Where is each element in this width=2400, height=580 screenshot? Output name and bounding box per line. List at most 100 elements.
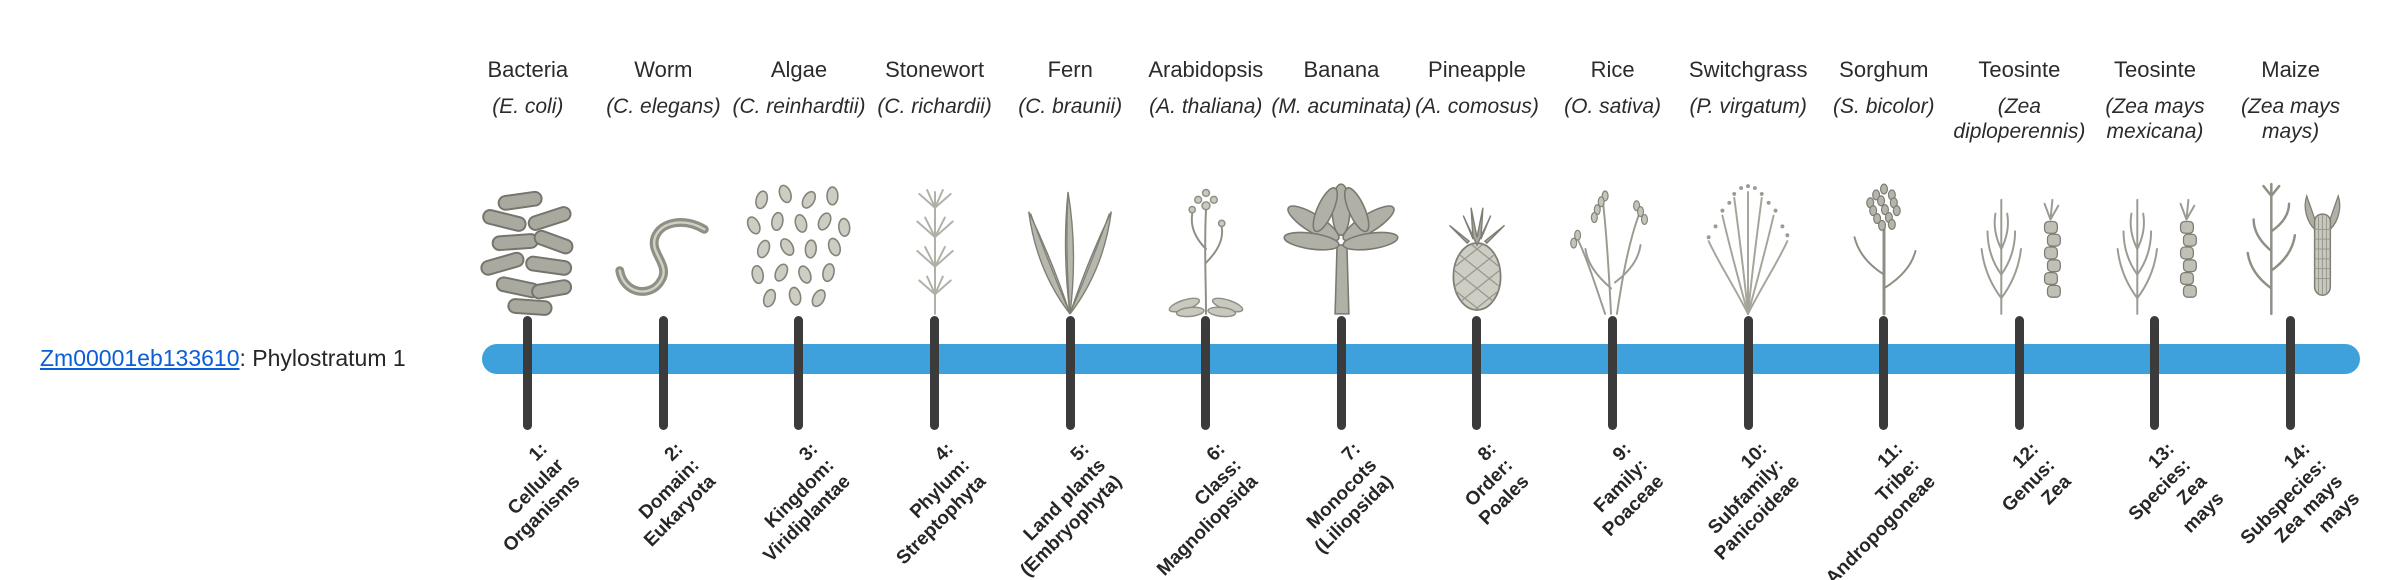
maize-icon xyxy=(2232,180,2350,318)
organism-header: Worm (C. elegans) xyxy=(592,56,736,119)
organism-header: Algae (C. reinhardtii) xyxy=(727,56,871,119)
organism-scientific-name: (M. acuminata) xyxy=(1271,94,1412,118)
organism-scientific-name: (P. virgatum) xyxy=(1689,94,1807,118)
organism-scientific-name: (Zea mays mexicana) xyxy=(2105,94,2205,144)
phylostratum-tick xyxy=(1608,316,1618,430)
phylostratum-tick xyxy=(1201,316,1211,430)
organism-common-name: Worm xyxy=(634,57,693,82)
organism-common-name: Pineapple xyxy=(1428,57,1526,82)
organism-column: Rice (O. sativa) 9: Family: Poaceae xyxy=(1545,0,1681,580)
organism-scientific-name: (C. richardii) xyxy=(877,94,992,118)
phylostratum-label: 2: Domain: Eukaryota xyxy=(634,438,720,552)
organism-header: Pineapple (A. comosus) xyxy=(1405,56,1549,119)
phylostratum-tick xyxy=(2150,316,2160,430)
phylostratum-label: 12: Genus: Zea xyxy=(1998,438,2076,517)
organism-column: Maize (Zea mays mays) 14: Subspecies: Ze… xyxy=(2223,0,2364,580)
phylostratum-tick xyxy=(1065,316,1075,430)
worm-icon xyxy=(604,180,722,318)
phylostratum-tick xyxy=(2286,316,2296,430)
organism-common-name: Maize xyxy=(2261,57,2320,82)
phylostratum-tick xyxy=(930,316,940,430)
organism-column: Stonewort (C. richardii) 4: Phylum: Stre… xyxy=(867,0,1003,580)
gene-label: Zm00001eb133610: Phylostratum 1 xyxy=(40,345,406,372)
phylostratum-label: 14: Subspecies: Zea mays mays xyxy=(2236,438,2364,550)
teosinte-icon xyxy=(1960,180,2078,318)
organism-scientific-name: (S. bicolor) xyxy=(1833,94,1935,118)
organism-scientific-name: (A. thaliana) xyxy=(1149,94,1263,118)
phylostratum-label: 3: Kingdom: Viridiplantae xyxy=(760,438,856,567)
organism-common-name: Teosinte xyxy=(2114,57,2196,82)
organism-scientific-name: (O. sativa) xyxy=(1564,94,1662,118)
organism-column: Arabidopsis (A. thaliana) 6: Class: Magn… xyxy=(1138,0,1274,580)
organism-header: Banana (M. acuminata) xyxy=(1270,56,1414,119)
organism-common-name: Stonewort xyxy=(885,57,985,82)
organism-column: Fern (C. braunii) 5: Land plants (Embryo… xyxy=(1002,0,1138,580)
phylostratum-label: 7: Monocots (Liliopsida) xyxy=(1303,438,1398,558)
organism-header: Teosinte (Zea mays mexicana) xyxy=(2083,56,2227,145)
phylostratum-label: 6: Class: Magnoliopsida xyxy=(1153,438,1263,580)
phylostratum-label: 10: Subfamily: Panicoideae xyxy=(1704,438,1805,565)
banana-icon xyxy=(1282,180,1400,318)
organism-column: Pineapple (A. comosus) 8: Order: Poales xyxy=(1409,0,1545,580)
algae-icon xyxy=(740,180,858,318)
teosinte-icon xyxy=(2096,180,2214,318)
organism-scientific-name: (C. reinhardtii) xyxy=(732,94,866,118)
phylostratum-tick xyxy=(2014,316,2024,430)
organism-column: Worm (C. elegans) 2: Domain: Eukaryota xyxy=(596,0,732,580)
phylostratum-label: 4: Phylum: Streptophyta xyxy=(893,438,991,570)
organism-common-name: Rice xyxy=(1590,57,1635,82)
phylostratum-label: 8: Order: Poales xyxy=(1461,438,1534,530)
organism-header: Maize (Zea mays mays) xyxy=(2219,56,2363,145)
organism-common-name: Bacteria xyxy=(487,57,569,82)
organism-header: Switchgrass (P. virgatum) xyxy=(1676,56,1820,119)
organism-header: Stonewort (C. richardii) xyxy=(863,56,1007,119)
organism-scientific-name: (E. coli) xyxy=(492,94,564,118)
organism-scientific-name: (Zea mays mays) xyxy=(2241,94,2341,144)
organism-scientific-name: (C. elegans) xyxy=(606,94,721,118)
switchgrass-icon xyxy=(1689,180,1807,318)
organism-common-name: Fern xyxy=(1047,57,1093,82)
pineapple-icon xyxy=(1418,180,1536,318)
bacteria-icon xyxy=(469,180,587,318)
phylostratum-tick xyxy=(1336,316,1346,430)
rice-icon xyxy=(1554,180,1672,318)
organism-common-name: Banana xyxy=(1303,57,1380,82)
phylostratum-label: 1: Cellular Organisms xyxy=(499,438,585,557)
organism-common-name: Teosinte xyxy=(1978,57,2061,82)
phylostratum-tick xyxy=(1879,316,1889,430)
organism-header: Arabidopsis (A. thaliana) xyxy=(1134,56,1278,119)
gene-id-link[interactable]: Zm00001eb133610 xyxy=(40,345,240,371)
organism-column: Banana (M. acuminata) 7: Monocots (Lilio… xyxy=(1271,0,1411,580)
arabidopsis-icon xyxy=(1147,180,1265,318)
phylostratum-tick xyxy=(794,316,804,430)
organism-column: Switchgrass (P. virgatum) 10: Subfamily:… xyxy=(1680,0,1816,580)
organism-column: Sorghum (S. bicolor) 11: Tribe: Andropog… xyxy=(1816,0,1952,580)
organism-header: Sorghum (S. bicolor) xyxy=(1812,56,1956,119)
phylostratum-tick xyxy=(523,316,533,430)
phylostratum-tick xyxy=(1743,316,1753,430)
organism-column: Bacteria (E. coli) 1: Cellular Organisms xyxy=(460,0,596,580)
phylostratum-tick xyxy=(658,316,668,430)
organism-column: Algae (C. reinhardtii) 3: Kingdom: Virid… xyxy=(731,0,867,580)
organism-common-name: Algae xyxy=(770,57,828,82)
organism-column: Teosinte (Zea diploperennis) 12: Genus: … xyxy=(1952,0,2088,580)
organism-common-name: Sorghum xyxy=(1839,57,1929,82)
phylostratum-label: 13: Species: Zea mays xyxy=(2124,438,2228,538)
organism-header: Teosinte (Zea diploperennis) xyxy=(1948,56,2092,145)
organism-header: Fern (C. braunii) xyxy=(998,56,1142,119)
gene-label-suffix: : Phylostratum 1 xyxy=(239,345,406,371)
fern-icon xyxy=(1011,180,1129,318)
sorghum-icon xyxy=(1825,180,1943,318)
phylostratum-label: 5: Land plants (Embryophyta) xyxy=(1016,438,1127,580)
phylostratum-label: 9: Family: Poaceae xyxy=(1590,438,1669,541)
organism-common-name: Arabidopsis xyxy=(1148,57,1264,82)
organism-header: Rice (O. sativa) xyxy=(1541,56,1685,119)
phylostratum-tick xyxy=(1472,316,1482,430)
organism-column: Teosinte (Zea mays mexicana) 13: Species… xyxy=(2087,0,2227,580)
organism-scientific-name: (A. comosus) xyxy=(1415,94,1539,118)
stonewort-icon xyxy=(876,180,994,318)
organism-common-name: Switchgrass xyxy=(1688,57,1808,82)
organism-scientific-name: (C. braunii) xyxy=(1018,94,1123,118)
organism-header: Bacteria (E. coli) xyxy=(456,56,600,119)
